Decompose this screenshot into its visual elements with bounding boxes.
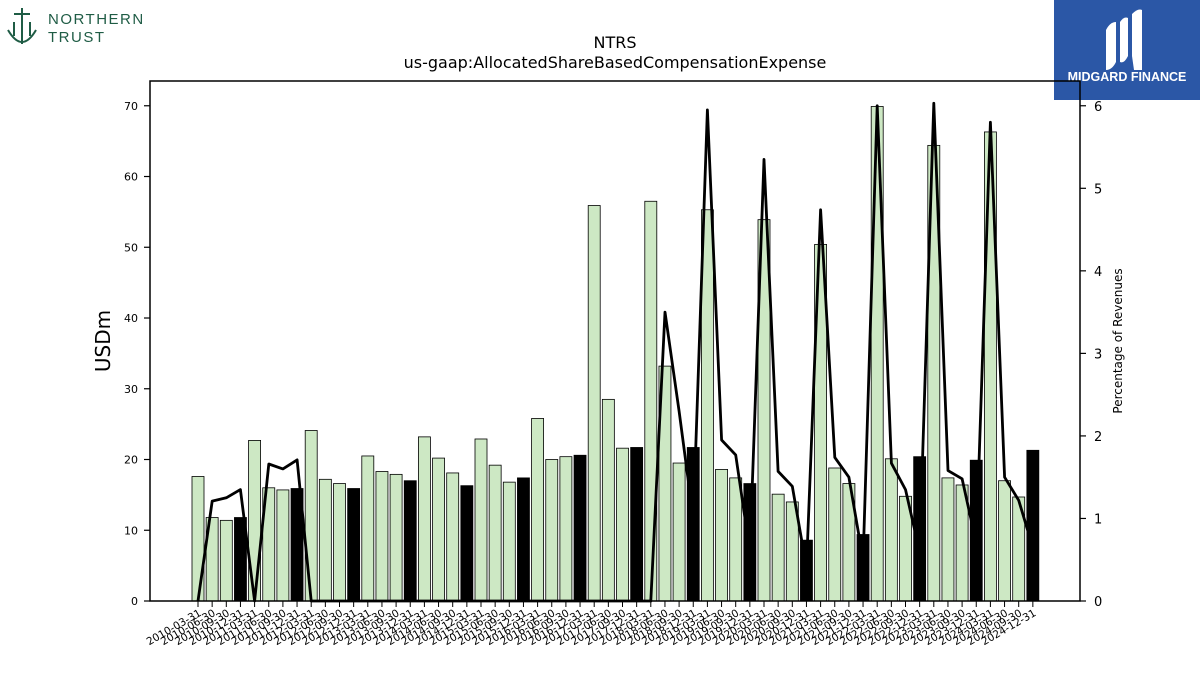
y-tick-label: 70: [124, 100, 138, 113]
bar: [403, 480, 417, 602]
chart-title: NTRS: [593, 33, 636, 52]
bar: [1026, 449, 1040, 602]
bar: [417, 436, 431, 602]
bar: [502, 481, 516, 602]
anchor-icon: [7, 8, 37, 44]
y2-tick-label: 3: [1094, 347, 1102, 362]
bar: [686, 447, 700, 602]
bar: [460, 485, 474, 602]
bar: [318, 478, 332, 602]
bar: [715, 469, 728, 602]
x-axis: 2010-03-312010-06-302010-09-302010-12-31…: [145, 601, 1038, 648]
y2-tick-label: 5: [1094, 182, 1102, 197]
y-axis-right: 0 1 2 3 4 5 6: [1080, 100, 1102, 610]
midgard-m-icon: [1106, 9, 1142, 70]
bar: [729, 477, 743, 602]
bar: [191, 476, 205, 602]
y2-axis-label: Percentage of Revenues: [1111, 268, 1125, 413]
bar: [333, 483, 346, 602]
bar: [573, 454, 587, 602]
northern-trust-logo: NORTHERN TRUST: [7, 8, 145, 46]
bar: [601, 398, 615, 602]
y2-tick-label: 2: [1094, 430, 1102, 445]
bar: [304, 430, 318, 602]
bar: [517, 477, 530, 602]
chart-subtitle: us-gaap:AllocatedShareBasedCompensationE…: [404, 53, 827, 72]
y2-tick-label: 6: [1094, 100, 1102, 115]
bar: [771, 493, 785, 602]
bar: [941, 477, 955, 602]
bar: [474, 438, 488, 602]
y2-tick-label: 4: [1094, 265, 1102, 280]
bar: [998, 480, 1011, 602]
y2-tick-label: 0: [1094, 595, 1102, 610]
bar: [884, 458, 898, 602]
y-tick-label: 40: [124, 312, 138, 325]
y-tick-label: 60: [124, 171, 138, 184]
midgard-finance-logo: MIDGARD FINANCE: [1054, 0, 1200, 100]
y-tick-label: 20: [124, 454, 138, 467]
bar: [828, 467, 842, 602]
brand-line1: NORTHERN: [48, 11, 145, 28]
y-tick-label: 50: [124, 241, 138, 254]
bar: [219, 519, 233, 602]
brand-line2: TRUST: [48, 29, 106, 46]
y2-tick-label: 1: [1094, 512, 1102, 527]
bar: [630, 447, 644, 602]
bar: [389, 473, 403, 602]
y-tick-label: 10: [124, 524, 138, 537]
bar: [559, 456, 573, 602]
y-axis-left: 0 10 20 30 40 50 60 70: [124, 100, 150, 608]
bar: [488, 464, 502, 602]
bar: [545, 459, 559, 602]
plot-frame: [149, 80, 1081, 602]
bar: [587, 205, 601, 602]
bar: [672, 462, 686, 602]
bar: [531, 418, 544, 602]
bar: [361, 455, 375, 602]
midgard-name: MIDGARD FINANCE: [1068, 70, 1187, 84]
y-axis-label: USDm: [91, 310, 115, 372]
bar: [432, 457, 445, 602]
bar: [375, 471, 389, 602]
bar: [446, 472, 460, 602]
bar: [276, 489, 290, 602]
bar-series: [191, 106, 1040, 602]
y-tick-label: 30: [124, 383, 138, 396]
bar: [347, 488, 361, 602]
y-tick-label: 0: [131, 595, 138, 608]
bar: [616, 447, 629, 602]
